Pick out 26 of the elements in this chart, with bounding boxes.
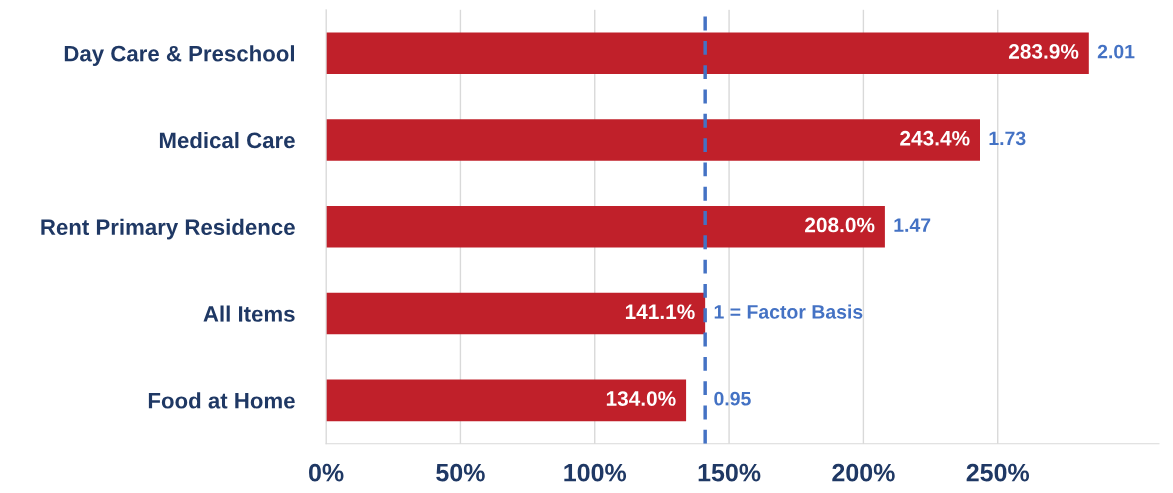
bar bbox=[326, 379, 687, 422]
data-label: 134.0% bbox=[606, 391, 676, 406]
x-tick-label: 250% bbox=[966, 463, 1030, 482]
annotation: 1.73 bbox=[989, 131, 1026, 146]
bar bbox=[326, 32, 1089, 75]
y-tick-label: Food at Home bbox=[148, 392, 295, 409]
data-label: 208.0% bbox=[805, 217, 875, 233]
ref-line-label: 1 = Factor Basis bbox=[714, 304, 863, 319]
data-label: 141.1% bbox=[625, 304, 695, 320]
x-tick-label: 150% bbox=[698, 463, 761, 482]
x-tick-label: 50% bbox=[436, 463, 485, 482]
y-tick-label: Medical Care bbox=[159, 131, 295, 149]
y-tick-label: Rent Primary Residence bbox=[41, 218, 295, 240]
data-label: 283.9% bbox=[1008, 44, 1079, 59]
x-tick-label: 100% bbox=[564, 463, 627, 482]
bar bbox=[326, 205, 885, 248]
annotation: 1.47 bbox=[894, 218, 931, 232]
bar bbox=[326, 292, 706, 335]
y-tick-label: All Items bbox=[203, 305, 295, 322]
annotation: 2.01 bbox=[1097, 44, 1135, 59]
y-tick-label: Day Care & Preschool bbox=[64, 45, 294, 66]
x-tick-label: 0% bbox=[309, 463, 344, 482]
data-label: 243.4% bbox=[900, 130, 970, 146]
annotation: 0.95 bbox=[714, 391, 751, 406]
bar bbox=[326, 119, 980, 161]
x-tick-label: 200% bbox=[832, 463, 895, 482]
